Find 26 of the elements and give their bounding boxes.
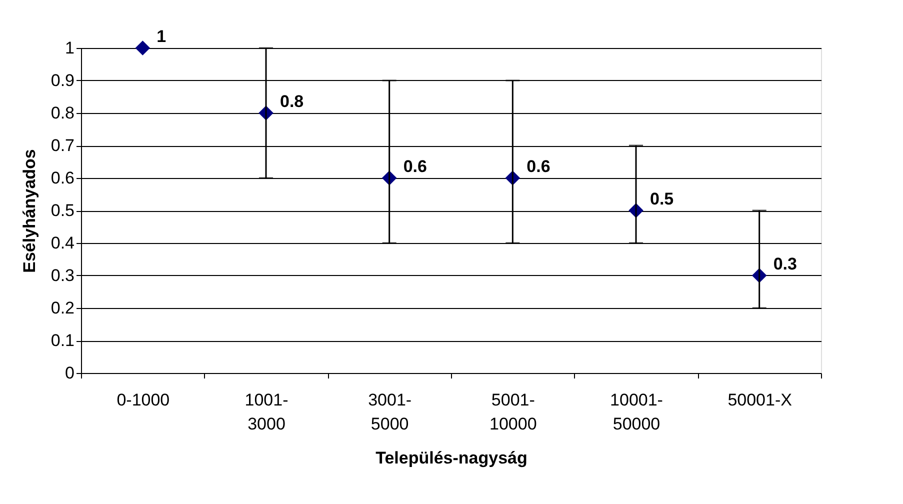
x-tick-label: 5001-10000 bbox=[490, 390, 537, 434]
x-tick-label: 0-1000 bbox=[116, 390, 170, 410]
data-label: 1 bbox=[156, 27, 166, 46]
x-axis-title: Település-nagyság bbox=[376, 448, 528, 468]
y-tick-label: 0.5 bbox=[50, 201, 74, 220]
y-tick-label: 0 bbox=[65, 364, 74, 382]
data-label: 0.3 bbox=[773, 254, 797, 274]
x-tick-label: 3001-5000 bbox=[368, 390, 412, 434]
y-tick-label: 1 bbox=[65, 38, 74, 58]
y-tick-label: 0.4 bbox=[50, 234, 74, 252]
y-tick-label: 0.2 bbox=[50, 298, 74, 318]
point bbox=[135, 40, 150, 56]
y-tick-label: 0.3 bbox=[50, 266, 74, 285]
y-tick-label: 0.6 bbox=[50, 168, 74, 188]
x-tick-label: 1001-3000 bbox=[244, 390, 288, 434]
y-tick-label: 0.8 bbox=[50, 104, 74, 122]
y-tick-label: 0.1 bbox=[50, 331, 74, 350]
x-tick-label: 10001-50000 bbox=[610, 390, 663, 434]
y-tick-label: 0.7 bbox=[50, 136, 74, 155]
x-tick-label: 50001-X bbox=[728, 390, 792, 410]
y-axis-title: Esélyhányados bbox=[20, 149, 39, 273]
data-label: 0.5 bbox=[650, 190, 674, 208]
y-tick-label: 0.9 bbox=[50, 71, 74, 90]
data-label: 0.6 bbox=[526, 157, 550, 176]
data-label: 0.8 bbox=[280, 92, 304, 111]
data-label: 0.6 bbox=[403, 157, 427, 176]
